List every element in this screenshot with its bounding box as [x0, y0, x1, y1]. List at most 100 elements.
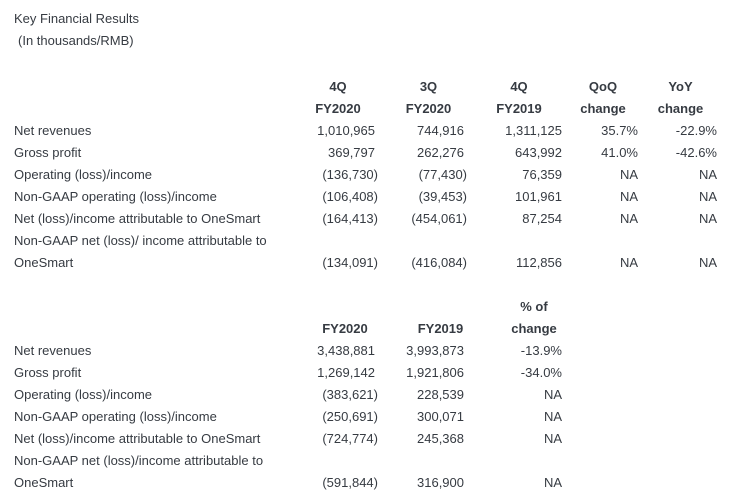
table-row: Gross profit 1,269,142 1,921,806 -34.0%: [14, 362, 565, 384]
value-cell: [378, 450, 467, 472]
col-header-pct-of: % of: [520, 299, 548, 314]
value-cell: (591,844): [322, 475, 378, 490]
row-label: OneSmart: [14, 475, 74, 490]
value-cell: 1,269,142: [317, 365, 375, 380]
page-subtitle: (In thousands/RMB): [18, 33, 134, 48]
value-cell: NA: [619, 189, 638, 204]
value-cell: 643,992: [515, 145, 562, 160]
annual-header-row-2: FY2020 FY2019 change: [14, 318, 565, 340]
value-cell: 3,993,873: [406, 343, 464, 358]
value-cell: NA: [543, 431, 562, 446]
value-cell: [298, 230, 378, 252]
value-cell: 35.7%: [601, 123, 638, 138]
table-row: Gross profit 369,797 262,276 643,992 41.0% -4…: [14, 142, 720, 164]
value-cell: 87,254: [522, 211, 562, 226]
header-spacer: [14, 296, 298, 318]
row-label: Operating (loss)/income: [14, 167, 152, 182]
value-cell: (416,084): [411, 255, 467, 270]
table-row: OneSmart (591,844) 316,900 NA: [14, 472, 565, 494]
row-label: Operating (loss)/income: [14, 387, 152, 402]
table-row: Operating (loss)/income (136,730) (77,430)…: [14, 164, 720, 186]
value-cell: NA: [619, 211, 638, 226]
value-cell: (77,430): [418, 167, 467, 182]
value-cell: NA: [543, 409, 562, 424]
value-cell: [378, 230, 467, 252]
table-row: OneSmart (134,091) (416,084) 112,856 NA NA: [14, 252, 720, 274]
value-cell: NA: [698, 255, 717, 270]
quarterly-header-row-1: 4Q 3Q 4Q QoQ YoY: [14, 76, 720, 98]
col-subheader-fy2020: FY2020: [315, 101, 361, 116]
annual-results-body: Net revenues 3,438,881 3,993,873 -13.9% Gros…: [14, 340, 565, 494]
table-row: Non-GAAP net (loss)/income attributable …: [14, 450, 565, 472]
col-subheader-yoy-change: change: [657, 101, 704, 116]
value-cell: NA: [619, 167, 638, 182]
row-label: Non-GAAP net (loss)/income attributable …: [14, 453, 264, 468]
table-row: Operating (loss)/income (383,621) 228,539 N…: [14, 384, 565, 406]
value-cell: 41.0%: [601, 145, 638, 160]
col-header-yoy: YoY: [668, 79, 693, 94]
col-header-3q-fy2020: 3Q: [419, 79, 438, 94]
quarterly-header-row-2: FY2020 FY2020 FY2019 change change: [14, 98, 720, 120]
row-label: Net revenues: [14, 123, 92, 138]
header-blank: [298, 296, 378, 318]
value-cell: [565, 230, 641, 252]
col-header-4q-fy2020: 4Q: [329, 79, 347, 94]
table-row: Non-GAAP operating (loss)/income (106,408…: [14, 186, 720, 208]
table-row: Non-GAAP operating (loss)/income (250,691…: [14, 406, 565, 428]
col-header-change: change: [511, 321, 557, 336]
value-cell: -34.0%: [520, 365, 562, 380]
col-subheader-fy2020b: FY2020: [405, 101, 452, 116]
value-cell: (383,621): [322, 387, 378, 402]
value-cell: [467, 230, 565, 252]
col-header-fy2019: FY2019: [417, 321, 464, 336]
annual-results-table: % of FY2020 FY2019 change Net revenues 3,…: [14, 296, 565, 494]
value-cell: 76,359: [522, 167, 562, 182]
value-cell: (724,774): [322, 431, 378, 446]
col-subheader-fy2019: FY2019: [496, 101, 542, 116]
value-cell: 744,916: [417, 123, 464, 138]
value-cell: 1,921,806: [406, 365, 464, 380]
header-spacer: [14, 98, 298, 120]
row-label: Non-GAAP net (loss)/ income attributable…: [14, 233, 267, 248]
value-cell: NA: [543, 475, 562, 490]
table-row: Net (loss)/income attributable to OneSma…: [14, 428, 565, 450]
row-label: Gross profit: [14, 145, 82, 160]
value-cell: (164,413): [322, 211, 378, 226]
value-cell: 300,071: [417, 409, 464, 424]
value-cell: 262,276: [417, 145, 464, 160]
row-label: Net revenues: [14, 343, 92, 358]
value-cell: NA: [698, 211, 717, 226]
col-header-fy2020: FY2020: [322, 321, 368, 336]
value-cell: (250,691): [322, 409, 378, 424]
col-header-4q-fy2019: 4Q: [510, 79, 528, 94]
value-cell: (39,453): [418, 189, 467, 204]
value-cell: [467, 450, 565, 472]
table-row: Net revenues 1,010,965 744,916 1,311,125 35.…: [14, 120, 720, 142]
annual-header-row-1: % of: [14, 296, 565, 318]
row-label: Net (loss)/income attributable to OneSma…: [14, 211, 261, 226]
value-cell: 316,900: [417, 475, 464, 490]
value-cell: 112,856: [515, 255, 562, 270]
value-cell: 1,311,125: [505, 123, 562, 138]
row-label: Gross profit: [14, 365, 82, 380]
value-cell: 3,438,881: [317, 343, 375, 358]
value-cell: (136,730): [322, 167, 378, 182]
row-label: OneSmart: [14, 255, 74, 270]
value-cell: 101,961: [515, 189, 562, 204]
page-title: Key Financial Results: [14, 11, 139, 26]
value-cell: -13.9%: [520, 343, 562, 358]
value-cell: 369,797: [328, 145, 375, 160]
value-cell: (134,091): [322, 255, 378, 270]
header-spacer: [14, 76, 298, 98]
value-cell: [641, 230, 720, 252]
value-cell: NA: [619, 255, 638, 270]
value-cell: NA: [543, 387, 562, 402]
value-cell: 1,010,965: [317, 123, 375, 138]
value-cell: [298, 450, 378, 472]
value-cell: (106,408): [322, 189, 378, 204]
value-cell: 245,368: [417, 431, 464, 446]
row-label: Non-GAAP operating (loss)/income: [14, 189, 217, 204]
quarterly-results-table: 4Q 3Q 4Q QoQ YoY FY2020 FY2020 FY2019 ch…: [14, 76, 720, 274]
value-cell: NA: [698, 167, 717, 182]
